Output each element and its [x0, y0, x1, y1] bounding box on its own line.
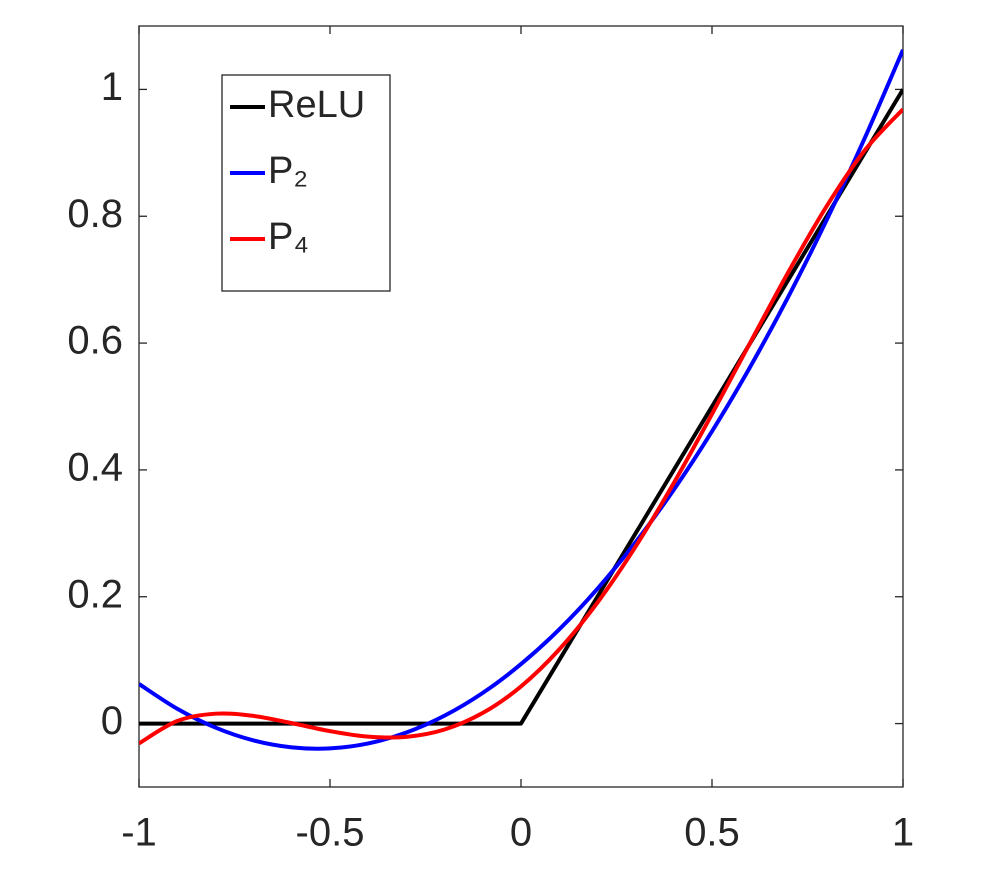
- y-tick-label: 0: [101, 699, 123, 743]
- y-tick-label: 0.8: [67, 192, 123, 236]
- legend-label: P₂: [268, 150, 308, 192]
- x-tick-label: 0: [510, 811, 532, 855]
- legend-label: ReLU: [268, 84, 365, 126]
- y-tick-label: 0.4: [67, 445, 123, 489]
- x-tick-label: 1: [892, 811, 914, 855]
- x-tick-label: -1: [121, 811, 157, 855]
- x-tick-label: -0.5: [296, 811, 365, 855]
- legend-box: [221, 74, 391, 292]
- plot-lines: [139, 48, 903, 751]
- line-series: [139, 48, 903, 751]
- y-tick-label: 0.2: [67, 572, 123, 616]
- line-series: [139, 88, 903, 726]
- x-tick-label: 0.5: [684, 811, 740, 855]
- legend-label: P₄: [268, 216, 309, 258]
- y-tick-label: 0.6: [67, 319, 123, 363]
- y-tick-label: 1: [101, 65, 123, 109]
- line-series: [139, 107, 903, 746]
